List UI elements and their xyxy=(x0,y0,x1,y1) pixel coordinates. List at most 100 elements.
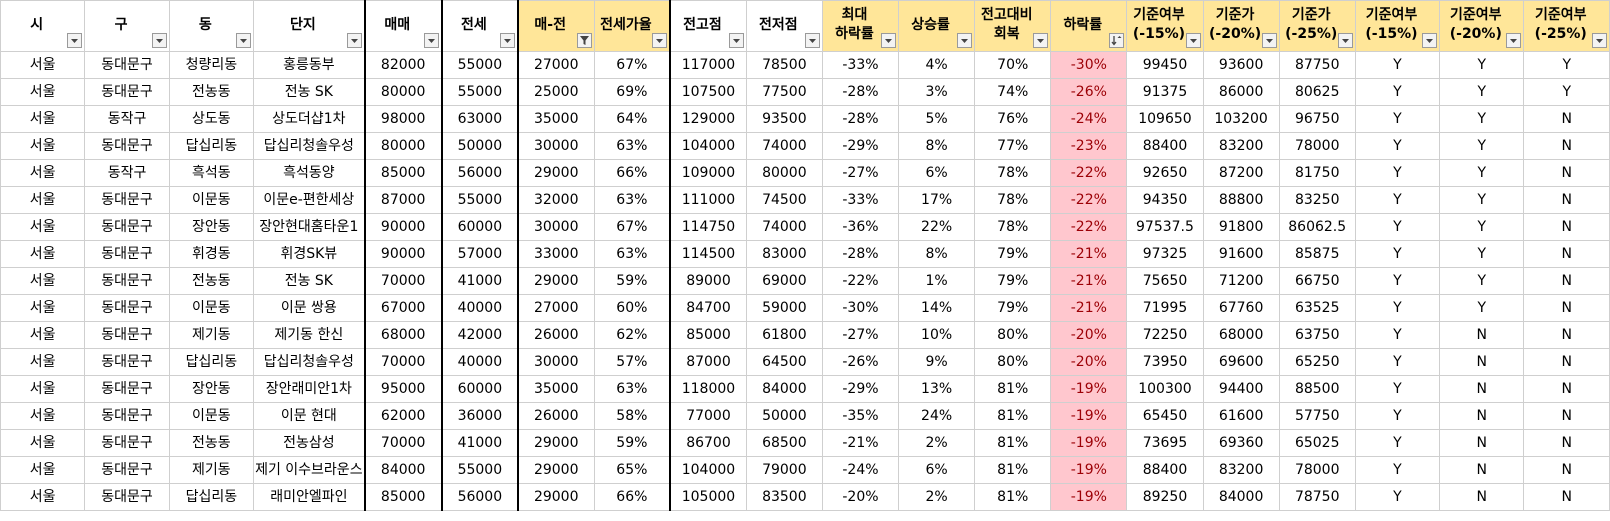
table-cell[interactable]: 89000 xyxy=(669,267,747,295)
filter-dropdown-icon[interactable] xyxy=(881,33,897,48)
table-cell[interactable]: 휘경SK뷰 xyxy=(253,240,366,268)
table-cell[interactable]: 67000 xyxy=(363,294,443,322)
table-cell[interactable]: 56000 xyxy=(440,483,519,511)
table-cell[interactable]: 78000 xyxy=(1278,456,1356,484)
table-cell[interactable]: 65250 xyxy=(1278,348,1356,376)
table-cell[interactable]: 70000 xyxy=(363,429,443,457)
table-cell[interactable]: -22% xyxy=(1050,186,1128,214)
table-cell[interactable]: 78% xyxy=(974,186,1052,214)
table-cell[interactable]: 114750 xyxy=(669,213,747,241)
table-cell[interactable]: 66750 xyxy=(1278,267,1356,295)
table-cell[interactable]: 답십리청솔우성 xyxy=(253,132,366,160)
table-cell[interactable]: 전농 SK xyxy=(253,267,366,295)
table-cell[interactable]: Y xyxy=(1439,51,1525,79)
table-cell[interactable]: 129000 xyxy=(669,105,747,133)
table-cell[interactable]: 94400 xyxy=(1202,375,1280,403)
table-cell[interactable]: 동작구 xyxy=(84,105,170,133)
table-cell[interactable]: 제기동 xyxy=(168,321,255,349)
table-cell[interactable]: 서울 xyxy=(0,132,86,160)
table-cell[interactable]: 24% xyxy=(898,402,976,430)
table-cell[interactable]: 답십리동 xyxy=(168,483,255,511)
table-cell[interactable]: 68500 xyxy=(745,429,823,457)
sort-descending-icon[interactable] xyxy=(1109,33,1125,48)
table-cell[interactable]: 32000 xyxy=(516,186,595,214)
table-cell[interactable]: N xyxy=(1523,321,1610,349)
table-cell[interactable]: -24% xyxy=(1050,105,1128,133)
table-cell[interactable]: 80000 xyxy=(363,132,443,160)
table-cell[interactable]: N xyxy=(1523,402,1610,430)
table-cell[interactable]: 79% xyxy=(974,240,1052,268)
table-cell[interactable]: 91800 xyxy=(1202,213,1280,241)
table-cell[interactable]: 70000 xyxy=(363,267,443,295)
table-cell[interactable]: 81% xyxy=(974,456,1052,484)
table-cell[interactable]: 57000 xyxy=(440,240,519,268)
table-cell[interactable]: 63% xyxy=(593,132,672,160)
table-cell[interactable]: 83200 xyxy=(1202,456,1280,484)
table-cell[interactable]: 94350 xyxy=(1126,186,1204,214)
table-cell[interactable]: Y xyxy=(1354,456,1441,484)
table-cell[interactable]: Y xyxy=(1439,294,1525,322)
table-cell[interactable]: 청량리동 xyxy=(168,51,255,79)
table-cell[interactable]: 33000 xyxy=(516,240,595,268)
table-cell[interactable]: 79% xyxy=(974,294,1052,322)
table-cell[interactable]: N xyxy=(1523,159,1610,187)
table-cell[interactable]: N xyxy=(1523,213,1610,241)
table-cell[interactable]: Y xyxy=(1354,321,1441,349)
table-cell[interactable]: -33% xyxy=(821,186,900,214)
table-cell[interactable]: N xyxy=(1523,267,1610,295)
table-cell[interactable]: 동대문구 xyxy=(84,186,170,214)
table-cell[interactable]: Y xyxy=(1439,105,1525,133)
table-cell[interactable]: 동대문구 xyxy=(84,294,170,322)
table-cell[interactable]: 83250 xyxy=(1278,186,1356,214)
table-cell[interactable]: 35000 xyxy=(516,105,595,133)
table-cell[interactable]: 109650 xyxy=(1126,105,1204,133)
table-cell[interactable]: 29000 xyxy=(516,456,595,484)
table-cell[interactable]: 62000 xyxy=(363,402,443,430)
filter-applied-icon[interactable] xyxy=(576,33,592,48)
table-cell[interactable]: 장안래미안1차 xyxy=(253,375,366,403)
table-cell[interactable]: N xyxy=(1523,375,1610,403)
table-cell[interactable]: 61600 xyxy=(1202,402,1280,430)
table-cell[interactable]: 전농 SK xyxy=(253,78,366,106)
table-cell[interactable]: 40000 xyxy=(440,294,519,322)
table-cell[interactable]: 56000 xyxy=(440,159,519,187)
table-cell[interactable]: N xyxy=(1523,186,1610,214)
table-cell[interactable]: 6% xyxy=(898,159,976,187)
table-cell[interactable]: 69000 xyxy=(745,267,823,295)
table-cell[interactable]: 8% xyxy=(898,240,976,268)
table-cell[interactable]: 서울 xyxy=(0,267,86,295)
table-cell[interactable]: Y xyxy=(1439,186,1525,214)
table-cell[interactable]: 59% xyxy=(593,429,672,457)
table-cell[interactable]: N xyxy=(1439,348,1525,376)
table-cell[interactable]: 6% xyxy=(898,456,976,484)
table-cell[interactable]: 85875 xyxy=(1278,240,1356,268)
table-cell[interactable]: 79000 xyxy=(745,456,823,484)
table-cell[interactable]: 65450 xyxy=(1126,402,1204,430)
table-cell[interactable]: 74500 xyxy=(745,186,823,214)
filter-dropdown-icon[interactable] xyxy=(1592,33,1607,48)
table-cell[interactable]: -28% xyxy=(821,240,900,268)
table-cell[interactable]: Y xyxy=(1354,429,1441,457)
table-cell[interactable]: 87000 xyxy=(363,186,443,214)
table-cell[interactable]: 74% xyxy=(974,78,1052,106)
table-cell[interactable]: 85000 xyxy=(363,159,443,187)
table-cell[interactable]: 111000 xyxy=(669,186,747,214)
table-cell[interactable]: 96750 xyxy=(1278,105,1356,133)
table-cell[interactable]: 22% xyxy=(898,213,976,241)
table-cell[interactable]: 서울 xyxy=(0,51,86,79)
table-cell[interactable]: 63525 xyxy=(1278,294,1356,322)
filter-dropdown-icon[interactable] xyxy=(423,33,439,48)
table-cell[interactable]: Y xyxy=(1354,483,1441,511)
table-cell[interactable]: Y xyxy=(1354,186,1441,214)
table-cell[interactable]: 30000 xyxy=(516,213,595,241)
table-cell[interactable]: Y xyxy=(1439,159,1525,187)
table-cell[interactable]: 휘경동 xyxy=(168,240,255,268)
table-cell[interactable]: 90000 xyxy=(363,240,443,268)
table-cell[interactable]: 95000 xyxy=(363,375,443,403)
table-cell[interactable]: Y xyxy=(1354,402,1441,430)
table-cell[interactable]: 85000 xyxy=(669,321,747,349)
table-cell[interactable]: 8% xyxy=(898,132,976,160)
table-cell[interactable]: 62% xyxy=(593,321,672,349)
table-cell[interactable]: 10% xyxy=(898,321,976,349)
table-cell[interactable]: 50000 xyxy=(745,402,823,430)
